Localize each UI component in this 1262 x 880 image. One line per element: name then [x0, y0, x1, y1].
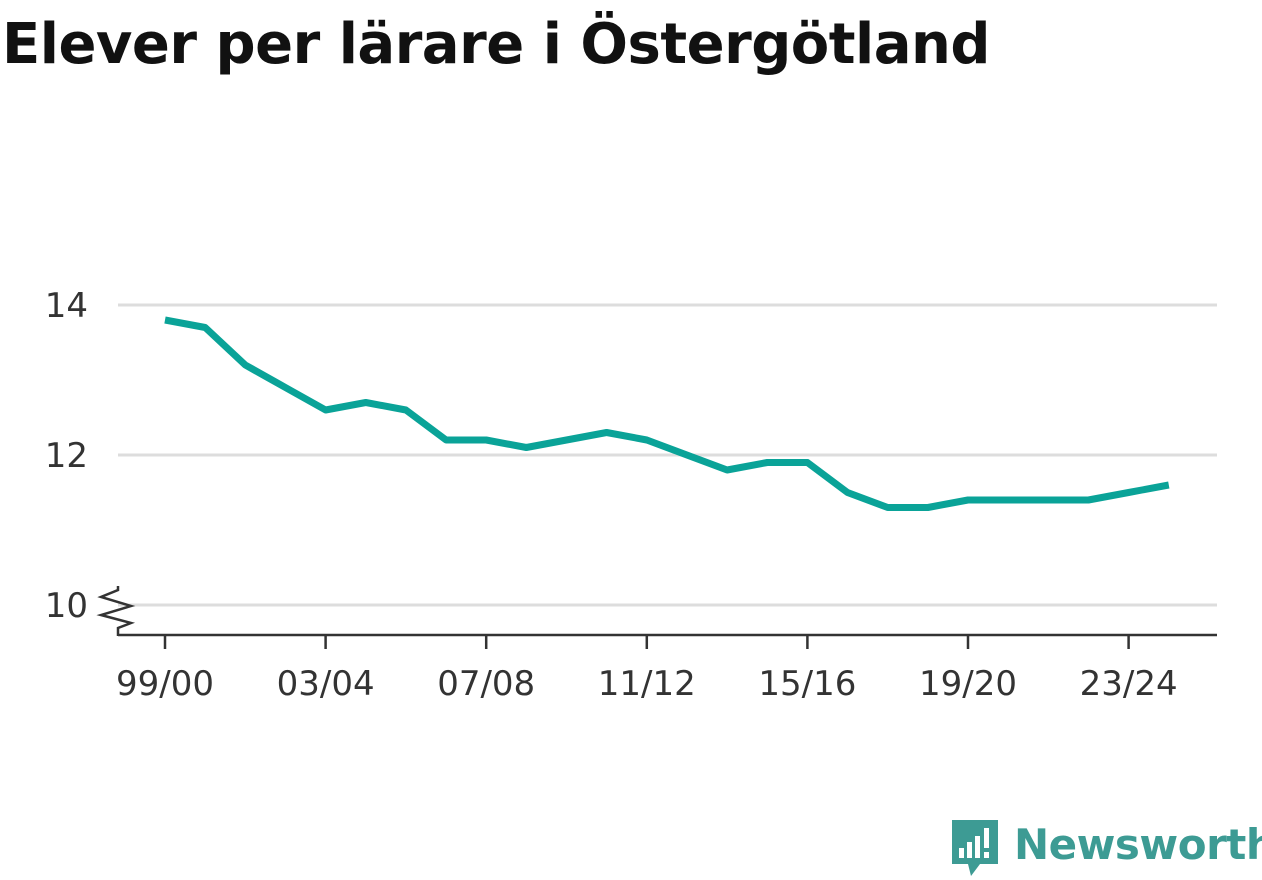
- newsworthy-brand: Newsworthy: [950, 818, 1262, 880]
- x-tick-label: 23/24: [1080, 664, 1178, 704]
- newsworthy-logo-icon: [952, 820, 998, 876]
- brand-name: Newsworthy: [1014, 820, 1262, 869]
- x-tick-label: 99/00: [116, 664, 214, 704]
- x-tick-label: 15/16: [758, 664, 856, 704]
- x-tick-label: 11/12: [598, 664, 696, 704]
- x-tick-label: 19/20: [919, 664, 1017, 704]
- grid-lines: [118, 303, 1217, 607]
- x-axis: 99/00 03/04 07/08 11/12 15/16 19/20 23/24: [116, 633, 1217, 704]
- axis-break-icon: [96, 586, 136, 636]
- y-tick-label: 10: [45, 586, 88, 626]
- y-tick-label: 12: [45, 436, 88, 476]
- y-axis: 10 12 14: [45, 286, 136, 636]
- series-line: [164, 316, 1170, 511]
- series-layer: [164, 316, 1170, 511]
- x-tick-label: 03/04: [277, 664, 375, 704]
- chart-title: Elever per lärare i Östergötland: [2, 12, 990, 77]
- y-tick-label: 14: [45, 286, 88, 326]
- x-tick-label: 07/08: [437, 664, 535, 704]
